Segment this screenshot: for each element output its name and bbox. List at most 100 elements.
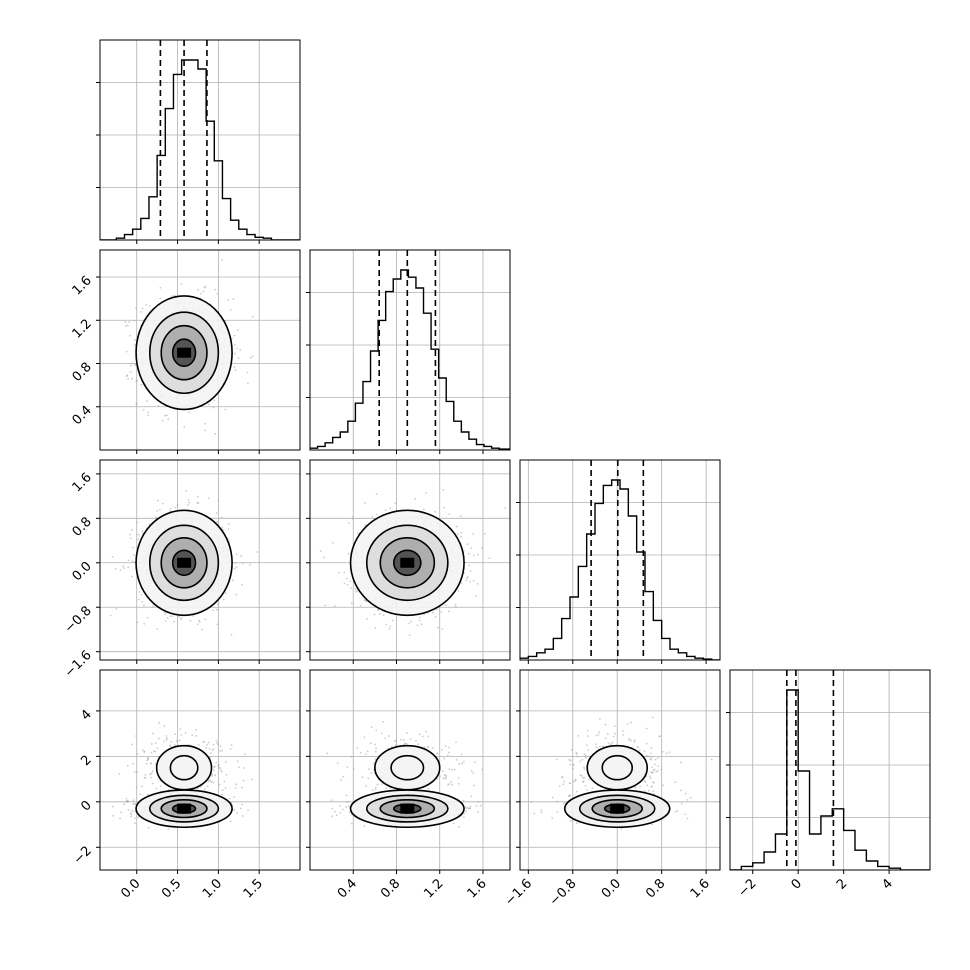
- scatter-point: [202, 290, 205, 293]
- scatter-point: [196, 495, 199, 498]
- scatter-point: [234, 369, 237, 372]
- scatter-point: [341, 808, 344, 811]
- scatter-point: [212, 609, 215, 612]
- scatter-point: [583, 768, 586, 770]
- scatter-point: [443, 757, 446, 760]
- scatter-point: [178, 615, 181, 618]
- y-tick-label: 0.0: [70, 559, 95, 584]
- scatter-point: [212, 781, 215, 784]
- scatter-point: [131, 560, 134, 563]
- scatter-point: [477, 801, 480, 803]
- scatter-point: [426, 746, 429, 749]
- scatter-point: [241, 815, 244, 817]
- scatter-point: [123, 803, 126, 806]
- scatter-point: [156, 747, 159, 750]
- scatter-point: [374, 750, 377, 753]
- scatter-point: [418, 733, 421, 736]
- scatter-point: [228, 523, 230, 526]
- scatter-point: [441, 770, 444, 773]
- scatter-point: [123, 567, 125, 570]
- scatter-point: [223, 780, 226, 783]
- scatter-point: [249, 356, 252, 359]
- scatter-point: [443, 506, 445, 509]
- scatter-point: [174, 506, 177, 509]
- scatter-point: [141, 749, 144, 752]
- y-tick-label: 1.6: [70, 273, 95, 298]
- scatter-point: [217, 743, 219, 746]
- scatter-point: [156, 628, 159, 630]
- scatter-point: [375, 747, 377, 750]
- scatter-point: [652, 769, 655, 772]
- density-contour-upper-inner: [390, 754, 425, 781]
- scatter-point: [135, 307, 138, 309]
- scatter-point: [150, 776, 152, 779]
- scatter-point: [620, 827, 623, 830]
- scatter-point: [127, 378, 129, 380]
- panel-frame: [309, 459, 511, 661]
- scatter-point: [203, 740, 205, 743]
- scatter-point: [391, 619, 394, 622]
- scatter-point: [665, 752, 668, 755]
- scatter-point: [359, 604, 362, 607]
- scatter-point: [473, 554, 475, 557]
- scatter-point: [211, 749, 214, 752]
- y-tick-label: 1.2: [70, 316, 95, 341]
- scatter-point: [247, 382, 249, 385]
- scatter-point: [109, 614, 112, 617]
- scatter-point: [180, 283, 183, 286]
- scatter-point: [350, 822, 353, 825]
- scatter-point: [572, 780, 575, 783]
- scatter-point: [354, 587, 357, 590]
- scatter-point: [469, 805, 472, 808]
- scatter-point: [466, 576, 469, 578]
- scatter-point: [133, 319, 136, 322]
- scatter-point: [481, 768, 484, 771]
- scatter-point: [408, 634, 411, 637]
- scatter-point: [475, 804, 478, 807]
- scatter-point: [241, 562, 244, 565]
- scatter-point: [367, 768, 370, 771]
- scatter-point: [164, 613, 167, 616]
- scatter-point: [432, 746, 434, 749]
- scatter-point: [198, 621, 201, 623]
- scatter-point: [170, 740, 173, 743]
- scatter-point: [460, 531, 463, 534]
- scatter-point: [143, 622, 146, 625]
- scatter-point: [467, 552, 470, 555]
- scatter-point: [127, 566, 130, 569]
- scatter-point: [212, 406, 215, 409]
- scatter-point: [230, 744, 233, 746]
- scatter-point: [197, 502, 200, 504]
- scatter-point: [390, 745, 393, 748]
- scatter-point: [602, 745, 604, 748]
- scatter-point: [434, 615, 437, 618]
- scatter-point: [127, 808, 130, 811]
- scatter-point: [599, 745, 601, 748]
- scatter-point: [136, 521, 139, 524]
- scatter-point: [131, 743, 133, 746]
- scatter-point: [385, 623, 388, 626]
- scatter-point: [374, 743, 377, 746]
- scatter-point: [465, 579, 468, 582]
- scatter-point: [136, 621, 139, 624]
- panel-p1-vs-p3: 0.4 0.8 1.2 1.6: [306, 669, 511, 901]
- scatter-point: [133, 822, 136, 825]
- scatter-point: [231, 579, 234, 582]
- scatter-point: [195, 734, 198, 737]
- scatter-point: [633, 740, 636, 743]
- scatter-point: [126, 764, 129, 767]
- scatter-point: [125, 350, 128, 353]
- scatter-point: [469, 570, 472, 572]
- scatter-point: [239, 349, 242, 351]
- scatter-point: [459, 515, 462, 517]
- y-tick-label: 4: [78, 707, 94, 723]
- scatter-point: [150, 751, 153, 754]
- scatter-point: [371, 789, 374, 791]
- scatter-point: [137, 538, 139, 541]
- scatter-point: [562, 783, 565, 786]
- scatter-point: [173, 620, 176, 623]
- scatter-point: [365, 785, 368, 788]
- scatter-point: [154, 750, 157, 753]
- scatter-point: [227, 528, 230, 530]
